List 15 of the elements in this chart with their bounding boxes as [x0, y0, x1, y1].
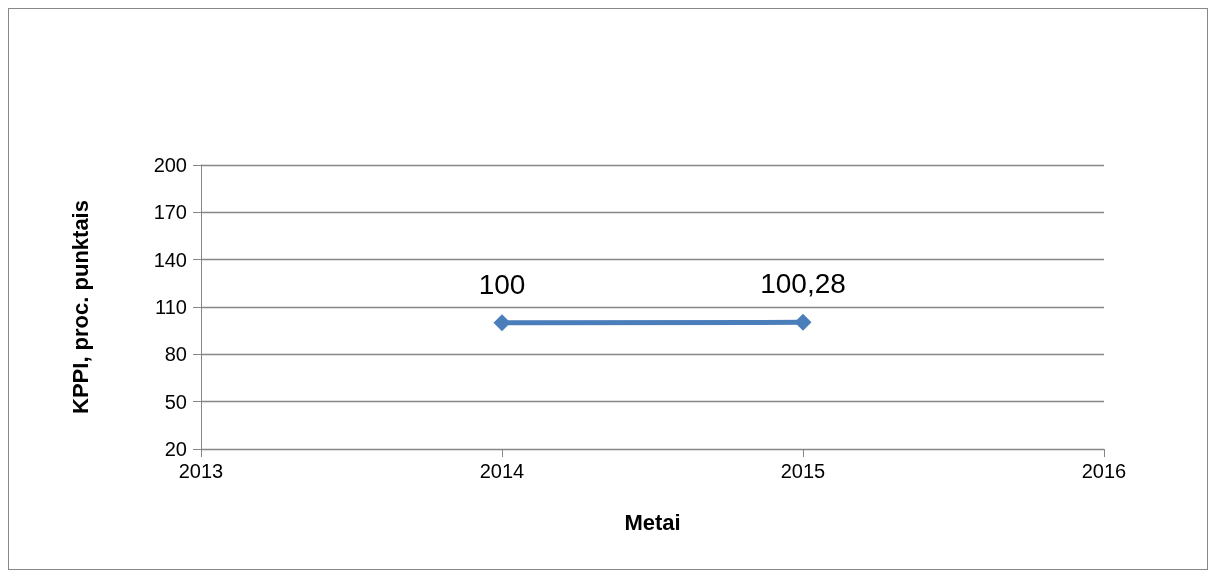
y-tick-label: 140 [153, 248, 187, 271]
y-axis-title: KPPI, proc. punktais [67, 200, 93, 414]
data-label: 100 [478, 268, 526, 300]
y-tick-label: 20 [164, 438, 187, 460]
x-tick-label: 2015 [780, 460, 826, 482]
x-tick-label: 2016 [1081, 460, 1127, 482]
y-tick-label: 200 [153, 154, 187, 176]
y-tick-label: 50 [164, 390, 187, 413]
y-tick-label: 110 [155, 296, 187, 318]
x-axis-title: Metai [624, 509, 681, 535]
y-tick-label: 170 [153, 201, 187, 224]
data-label: 100,28 [760, 268, 846, 300]
y-tick-label: 80 [164, 343, 187, 366]
x-tick-label: 2013 [178, 460, 224, 482]
x-tick-label: 2014 [479, 460, 525, 482]
